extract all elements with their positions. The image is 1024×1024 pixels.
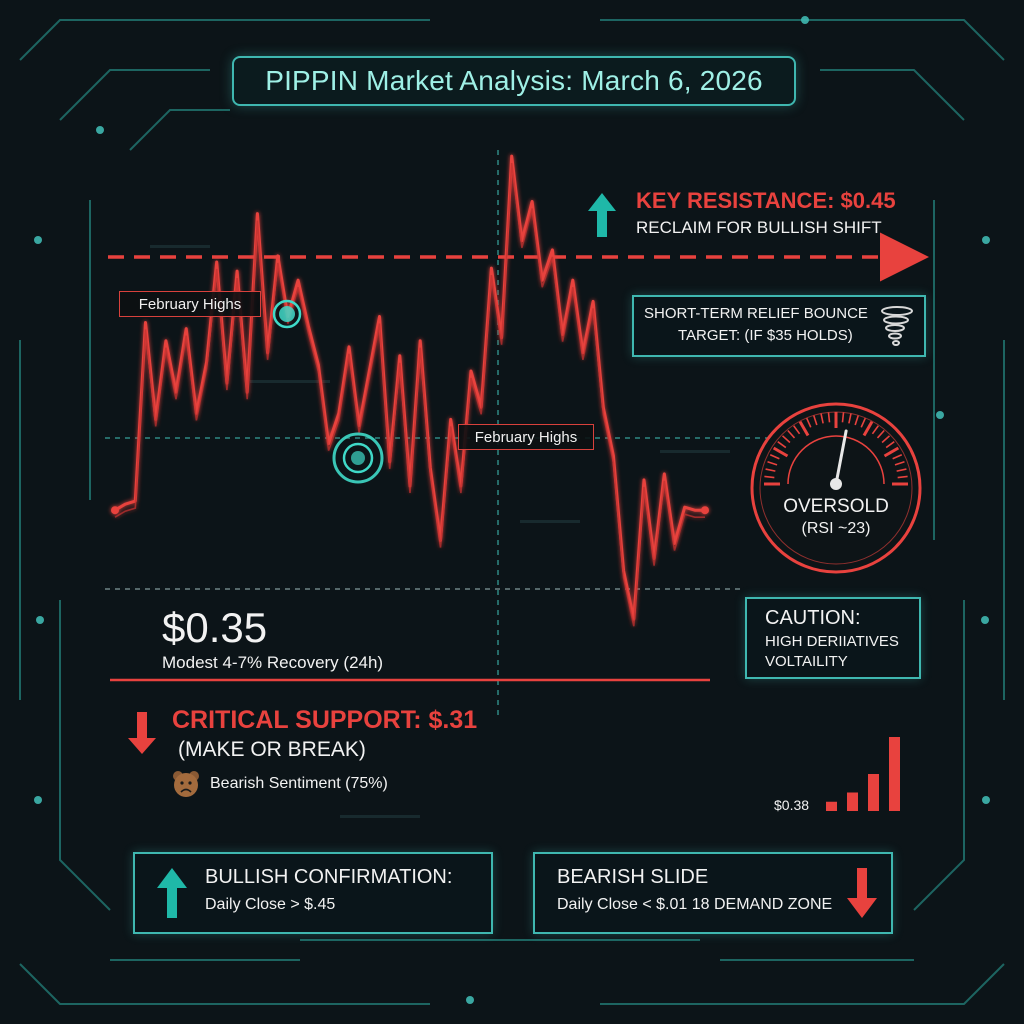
mini-bar xyxy=(826,801,837,811)
gauge-tick xyxy=(764,475,775,479)
gauge-tick xyxy=(787,429,796,439)
gauge-tick xyxy=(854,415,860,426)
price-chart xyxy=(111,154,709,627)
series-start-point xyxy=(111,506,119,515)
bearish-sub: Daily Close < $.01 18 DEMAND ZONE xyxy=(557,896,833,913)
february-highs-label-2: February Highs xyxy=(458,424,594,450)
bounce-line-1: SHORT-TERM RELIEF BOUNCE xyxy=(644,305,868,322)
gauge-tick xyxy=(827,412,831,423)
price-recovery: Modest 4-7% Recovery (24h) xyxy=(162,653,384,672)
gauge-tick xyxy=(793,425,801,435)
price-series-shadow-line xyxy=(114,163,705,627)
rsi-gauge xyxy=(750,402,922,574)
bullish-up-arrow-icon xyxy=(157,868,187,918)
bearish-box: BEARISH SLIDE Daily Close < $.01 18 DEMA… xyxy=(533,852,893,934)
mini-bar-label: $0.38 xyxy=(774,797,810,813)
gauge-tick xyxy=(885,441,895,449)
highlight-ring-1 xyxy=(272,299,302,329)
support-heading: CRITICAL SUPPORT: $.31 xyxy=(172,706,478,734)
gauge-tick xyxy=(892,453,903,460)
gauge-tick xyxy=(781,435,791,444)
current-price: $0.35 xyxy=(162,604,268,651)
bearish-down-arrow-icon xyxy=(847,868,877,918)
gauge-tick xyxy=(894,460,905,466)
bullish-heading: BULLISH CONFIRMATION: xyxy=(205,866,453,888)
gauge-tick xyxy=(862,420,874,437)
resistance-heading: KEY RESISTANCE: $0.45 xyxy=(636,188,896,213)
bounce-box: SHORT-TERM RELIEF BOUNCE TARGET: (IF $35… xyxy=(632,295,926,357)
gauge-tick xyxy=(777,441,787,449)
mini-bar xyxy=(847,792,858,811)
february-highs-label-1: February Highs xyxy=(119,291,261,317)
sentiment-text: Bearish Sentiment (75%) xyxy=(210,775,388,792)
gauge-tick xyxy=(876,429,885,439)
caution-box: CAUTION: HIGH DERIIATIVES VOLTAILITY xyxy=(745,597,921,679)
caution-line-2: VOLTAILITY xyxy=(765,653,848,670)
gauge-needle xyxy=(834,429,848,486)
gauge-tick xyxy=(841,412,845,423)
mini-bar xyxy=(889,737,900,811)
tornado-icon xyxy=(881,306,913,346)
resistance-sub: RECLAIM FOR BULLISH SHIFT xyxy=(636,218,882,237)
down-arrow-icon xyxy=(128,712,156,754)
gauge-tick xyxy=(897,475,908,479)
page-title: PIPPIN Market Analysis: March 6, 2026 xyxy=(265,65,763,96)
gauge-tick xyxy=(769,453,780,460)
highlight-ring-2 xyxy=(332,432,384,484)
caution-line-1: HIGH DERIIATIVES xyxy=(765,633,899,650)
bullish-box: BULLISH CONFIRMATION: Daily Close > $.45 xyxy=(133,852,493,934)
gauge-sub: (RSI ~23) xyxy=(801,520,871,537)
gauge-label: OVERSOLD xyxy=(783,496,889,517)
bearish-heading: BEARISH SLIDE xyxy=(557,866,709,888)
mini-bar-chart xyxy=(826,737,900,811)
bounce-line-2: TARGET: (IF $35 HOLDS) xyxy=(678,327,853,344)
gauge-tick xyxy=(812,415,818,426)
gauge-tick xyxy=(896,468,907,472)
gauge-tick xyxy=(881,435,891,444)
gauge-tick xyxy=(767,460,778,466)
bullish-sub: Daily Close > $.45 xyxy=(205,896,336,913)
gauge-tick xyxy=(805,417,812,428)
title-box: PIPPIN Market Analysis: March 6, 2026 xyxy=(232,56,796,106)
gauge-tick xyxy=(883,446,900,458)
gauge-tick xyxy=(772,446,789,458)
gauge-tick xyxy=(848,413,852,424)
series-end-point xyxy=(701,506,709,515)
gauge-tick xyxy=(765,468,776,472)
gauge-tick xyxy=(798,420,810,437)
gauge-tick xyxy=(820,413,824,424)
gauge-arc xyxy=(787,435,885,485)
gauge-tick xyxy=(871,425,879,435)
gauge-tick xyxy=(860,417,867,428)
mini-bar xyxy=(868,774,879,811)
caution-heading: CAUTION: xyxy=(765,607,861,629)
up-arrow-icon xyxy=(588,193,616,237)
bear-face-icon xyxy=(173,771,199,797)
support-sub: (MAKE OR BREAK) xyxy=(178,738,366,761)
